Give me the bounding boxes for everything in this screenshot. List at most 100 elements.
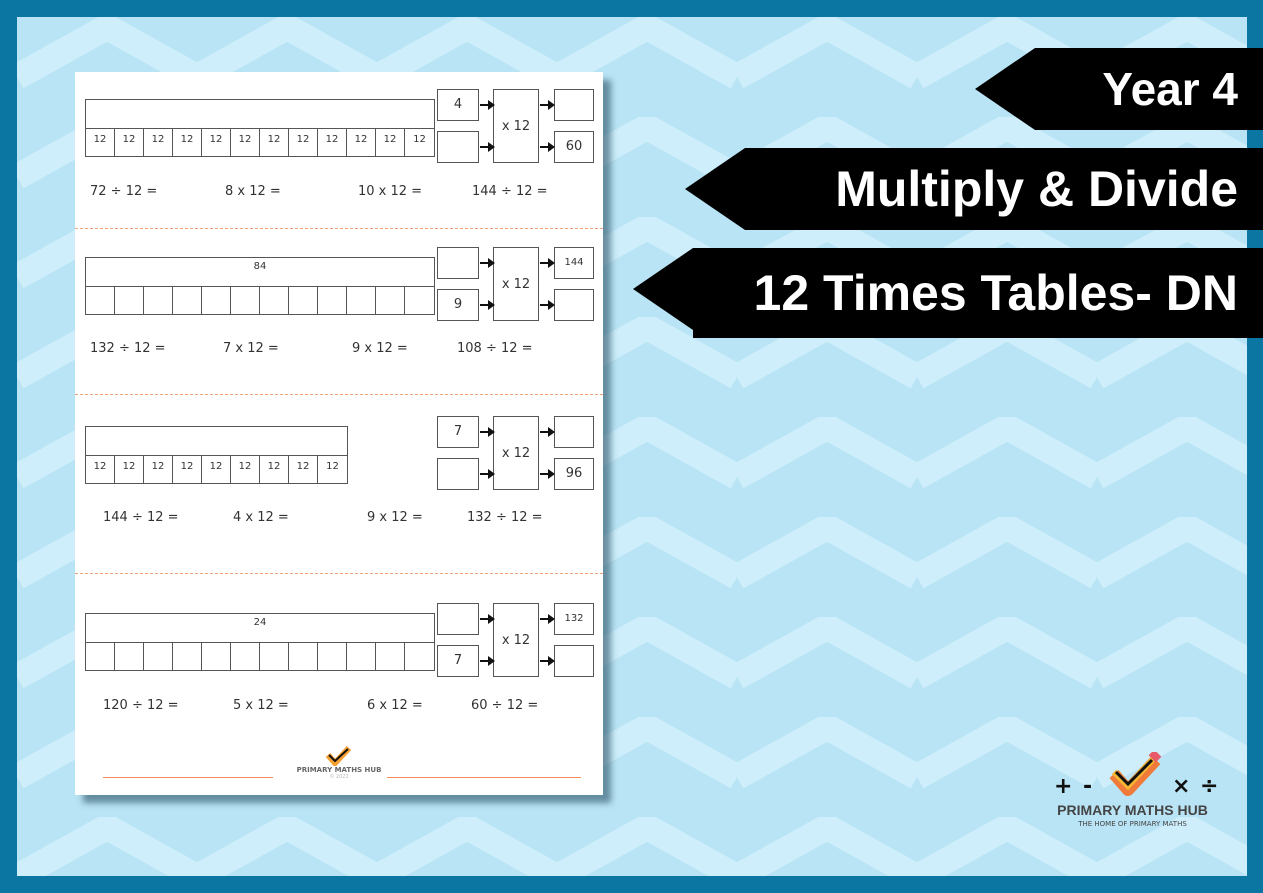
output-top-box[interactable]: 144 (554, 247, 594, 279)
bar-cell (231, 287, 260, 315)
check-pencil-icon (325, 745, 352, 766)
multiply-icon: × (1172, 774, 1191, 799)
bar-cell (115, 643, 144, 671)
bar-cell (202, 643, 231, 671)
bar-cell (405, 287, 434, 315)
bar-cell (289, 643, 318, 671)
arrow-icon (480, 300, 495, 310)
worksheet-section: 12 12 12 12 12 12 12 12 12 7 x 12 96 144 ÷ 12 = 4 … (75, 416, 603, 556)
arrow-icon (540, 469, 555, 479)
banner-year: Year 4 (975, 48, 1263, 130)
question: 60 ÷ 12 = (471, 698, 539, 713)
bar-total (86, 100, 434, 129)
input-bottom-box[interactable]: 7 (437, 645, 479, 677)
bar-cell (376, 643, 405, 671)
bar-model: 84 (85, 257, 435, 315)
bar-cell (376, 287, 405, 315)
bar-total: 84 (86, 258, 434, 287)
question: 10 x 12 = (358, 184, 423, 199)
arrow-icon (540, 258, 555, 268)
input-top-box[interactable] (437, 247, 479, 279)
section-divider (75, 228, 603, 229)
question: 144 ÷ 12 = (103, 510, 179, 525)
arrow-icon (480, 614, 495, 624)
brand-name: PRIMARY MATHS HUB (1057, 802, 1208, 818)
arrow-icon (540, 614, 555, 624)
bar-cell: 12 (86, 129, 115, 157)
footer-copyright: © 2022 (329, 774, 349, 780)
brand-logo: + - × ÷ PRIMARY MATHS HUB THE HOME OF PR… (1040, 752, 1225, 828)
bar-cell: 12 (260, 456, 289, 484)
bar-cell (144, 287, 173, 315)
check-pencil-icon (1109, 752, 1162, 796)
arrow-icon (480, 142, 495, 152)
bar-cell: 12 (326, 461, 339, 472)
bar-cell: 12 (231, 129, 260, 157)
bar-cell: 12 (202, 129, 231, 157)
question: 120 ÷ 12 = (103, 698, 179, 713)
output-bottom-box[interactable] (554, 645, 594, 677)
bar-cell: 12 (376, 129, 405, 157)
input-top-box[interactable] (437, 603, 479, 635)
arrow-icon (480, 469, 495, 479)
bar-total: 24 (86, 614, 434, 643)
arrow-icon (480, 258, 495, 268)
function-machine: x 12 (493, 603, 539, 677)
bar-cell (260, 643, 289, 671)
arrow-icon (540, 142, 555, 152)
input-bottom-box[interactable] (437, 131, 479, 163)
output-top-box[interactable] (554, 89, 594, 121)
bar-cell (115, 287, 144, 315)
output-top-box[interactable] (554, 416, 594, 448)
worksheet-section: 12 12 12 12 12 12 12 12 12 12 12 12 4 x 12 60 72 ÷ 1… (75, 89, 603, 229)
output-bottom-box[interactable]: 60 (554, 131, 594, 163)
bar-cell: 12 (173, 129, 202, 157)
worksheet-footer: PRIMARY MATHS HUB © 2022 (75, 744, 603, 780)
question: 4 x 12 = (233, 510, 289, 525)
bar-cell (202, 287, 231, 315)
output-top-box[interactable]: 132 (554, 603, 594, 635)
question: 144 ÷ 12 = (472, 184, 548, 199)
minus-icon: - (1083, 774, 1093, 799)
question: 72 ÷ 12 = (90, 184, 158, 199)
bar-cell (347, 287, 376, 315)
bar-cell: 12 (231, 456, 260, 484)
bar-cell: 12 (318, 129, 347, 157)
bar-cell: 12 (347, 129, 376, 157)
bar-cell: 12 (413, 134, 426, 145)
question: 8 x 12 = (225, 184, 281, 199)
question: 7 x 12 = (223, 341, 279, 356)
arrow-icon (480, 656, 495, 666)
arrow-icon (540, 656, 555, 666)
plus-icon: + (1054, 774, 1073, 799)
output-bottom-box[interactable]: 96 (554, 458, 594, 490)
bar-cell (289, 287, 318, 315)
bar-cell: 12 (86, 456, 115, 484)
bar-total (86, 427, 347, 456)
question: 6 x 12 = (367, 698, 423, 713)
bar-cell (173, 643, 202, 671)
bar-cell: 12 (115, 456, 144, 484)
arrow-icon (480, 100, 495, 110)
question: 9 x 12 = (367, 510, 423, 525)
input-bottom-box[interactable] (437, 458, 479, 490)
output-bottom-box[interactable] (554, 289, 594, 321)
bar-cell (318, 643, 347, 671)
bar-cell: 12 (202, 456, 231, 484)
footer-brand: PRIMARY MATHS HUB (296, 766, 382, 774)
bar-model: 12 12 12 12 12 12 12 12 12 (85, 426, 348, 484)
input-top-box[interactable]: 4 (437, 89, 479, 121)
bar-cell (144, 643, 173, 671)
section-divider (75, 394, 603, 395)
function-machine: x 12 (493, 416, 539, 490)
input-top-box[interactable]: 7 (437, 416, 479, 448)
worksheet-section: 84 9 x 12 144 132 ÷ 12 = 7 x 12 = 9 x 12 =… (75, 247, 603, 387)
bar-cell (260, 287, 289, 315)
section-divider (75, 573, 603, 574)
input-bottom-box[interactable]: 9 (437, 289, 479, 321)
question: 5 x 12 = (233, 698, 289, 713)
bar-cell: 12 (115, 129, 144, 157)
arrow-icon (540, 100, 555, 110)
bar-cell: 12 (260, 129, 289, 157)
arrow-icon (540, 427, 555, 437)
